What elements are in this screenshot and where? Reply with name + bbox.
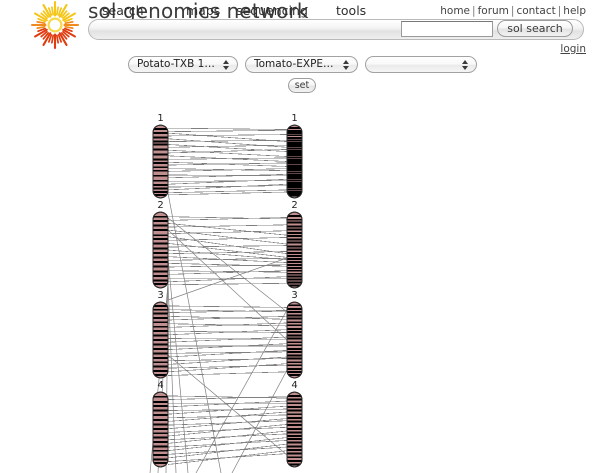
chevron-updown-icon (340, 57, 353, 72)
chromosome-label: 2 (157, 200, 163, 211)
comparative-map-svg: 1 1 2 2 3 3 4 4 (149, 113, 303, 473)
chromosome-label: 3 (157, 290, 163, 301)
map-select-right-value: Tomato-EXPEN 1992 (254, 58, 337, 70)
chromosome-labels-group: 1 1 2 2 3 3 4 4 (157, 113, 297, 391)
chromosome-label: 3 (291, 290, 297, 301)
site-title: sol genomics network (88, 0, 309, 23)
chromosome-label: 4 (291, 380, 297, 391)
map-select-left[interactable]: Potato-TXB 1992 (128, 56, 238, 73)
sunburst-logo-icon[interactable] (26, 0, 84, 50)
chromosomes-group (152, 124, 303, 468)
top-link-separator-2: | (510, 5, 515, 17)
chromosome-label: 4 (157, 380, 163, 391)
chromosome-label: 1 (157, 113, 163, 124)
search-input[interactable] (401, 21, 493, 37)
set-button[interactable]: set (288, 78, 316, 93)
top-link-separator-3: | (557, 5, 562, 17)
connector-lines-group (167, 127, 288, 465)
page-header: sol genomics network home | forum | contact |… (0, 0, 600, 58)
nav-item-sequencing[interactable]: sequencing (236, 3, 308, 18)
chevron-updown-icon (459, 57, 472, 72)
map-select-left-value: Potato-TXB 1992 (137, 58, 217, 70)
comparative-map-viewer[interactable]: 1 1 2 2 3 3 4 4 (0, 100, 600, 473)
chromosome-label: 2 (291, 200, 297, 211)
top-link-home[interactable]: home (440, 5, 471, 17)
top-link-contact[interactable]: contact (516, 5, 556, 17)
top-link-forum[interactable]: forum (477, 5, 509, 17)
nav-item-tools[interactable]: tools (336, 3, 367, 18)
top-link-help[interactable]: help (563, 5, 586, 17)
nav-item-maps[interactable]: maps (186, 3, 221, 18)
map-select-right[interactable]: Tomato-EXPEN 1992 (245, 56, 358, 73)
top-link-separator-1: | (472, 5, 476, 17)
chromosome-label: 1 (291, 113, 297, 124)
map-selector-row: Potato-TXB 1992 Tomato-EXPEN 1992 (0, 56, 600, 78)
login-link[interactable]: login (560, 43, 586, 55)
sol-search-button[interactable]: sol search (497, 20, 573, 37)
chevron-updown-icon (220, 57, 233, 72)
map-select-third[interactable] (365, 56, 477, 73)
top-links: home | forum | contact | help (440, 5, 586, 17)
nav-item-search[interactable]: search (102, 3, 144, 18)
